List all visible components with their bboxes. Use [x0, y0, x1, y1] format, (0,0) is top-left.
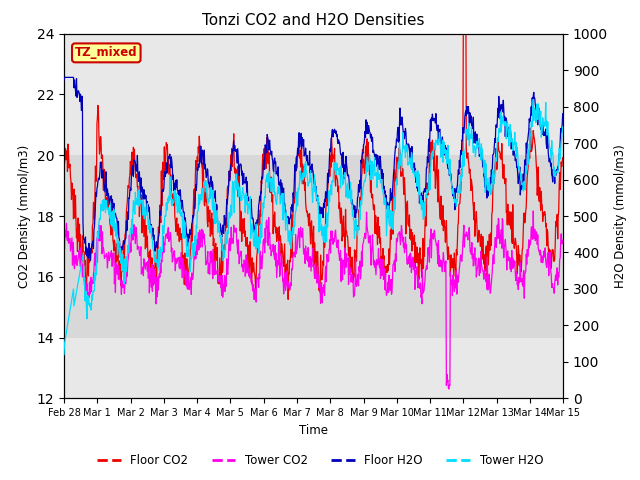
Title: Tonzi CO2 and H2O Densities: Tonzi CO2 and H2O Densities: [202, 13, 425, 28]
X-axis label: Time: Time: [299, 424, 328, 437]
Text: TZ_mixed: TZ_mixed: [75, 47, 138, 60]
Legend: Floor CO2, Tower CO2, Floor H2O, Tower H2O: Floor CO2, Tower CO2, Floor H2O, Tower H…: [92, 449, 548, 472]
Bar: [64, 155, 563, 337]
Y-axis label: H2O Density (mmol/m3): H2O Density (mmol/m3): [614, 144, 627, 288]
Y-axis label: CO2 Density (mmol/m3): CO2 Density (mmol/m3): [18, 144, 31, 288]
